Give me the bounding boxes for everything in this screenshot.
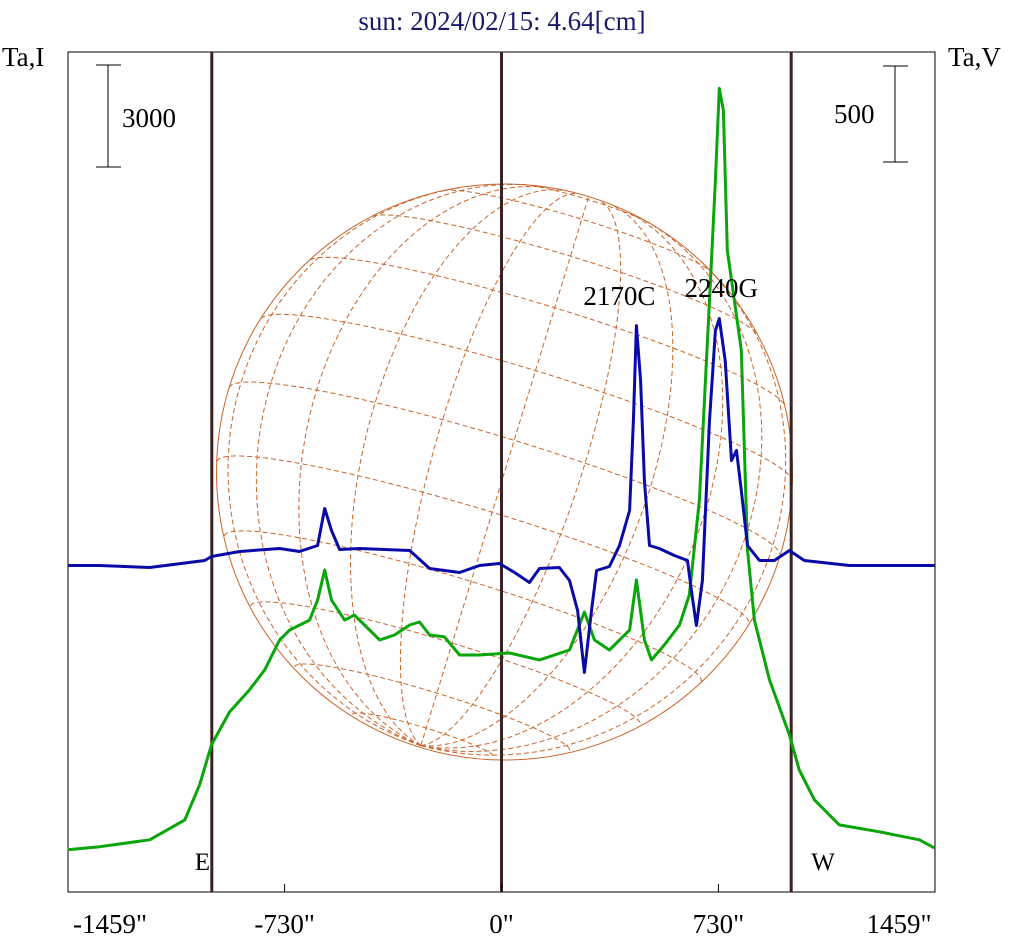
x-tick-label: 1459": [866, 909, 931, 939]
latitude-line: [443, 189, 713, 274]
longitude-line: [255, 183, 525, 747]
left-scale-label: 3000: [122, 103, 176, 133]
longitude-line: [399, 192, 578, 746]
x-tick-label: 0": [489, 909, 514, 939]
latitude-line: [372, 214, 758, 335]
longitude-line: [420, 222, 763, 753]
latitude-line: [250, 601, 641, 726]
latitude-line: [293, 663, 571, 751]
right-scale-bar: [883, 65, 908, 163]
solar-disk-grid: [216, 183, 793, 761]
left-scale-bar: [96, 64, 121, 168]
active-region-label: 2240G: [685, 273, 759, 303]
left-axis-label: Ta,I: [2, 42, 44, 72]
x-tick-label: -1459": [73, 909, 147, 939]
active-region-label: 2170C: [583, 281, 655, 311]
right-axis-label: Ta,V: [948, 42, 1001, 72]
longitude-line: [298, 186, 548, 747]
limb-marker-label: E: [195, 849, 210, 876]
longitude-line: [420, 203, 674, 747]
x-tick-label: 730": [693, 909, 745, 939]
series-line-V: [67, 86, 936, 852]
x-tick-label: -730": [254, 909, 315, 939]
latitude-line: [216, 455, 750, 625]
longitude-line: [420, 199, 622, 747]
right-scale-label: 500: [834, 99, 875, 129]
longitude-line: [420, 196, 590, 746]
longitude-line: [420, 261, 787, 756]
limb-marker-label: W: [811, 849, 835, 876]
longitude-line: [227, 187, 460, 747]
series-line-I: [67, 317, 935, 674]
chart-title: sun: 2024/02/15: 4.64[cm]: [358, 6, 645, 36]
longitude-line: [349, 189, 567, 747]
latitude-line: [260, 313, 793, 481]
